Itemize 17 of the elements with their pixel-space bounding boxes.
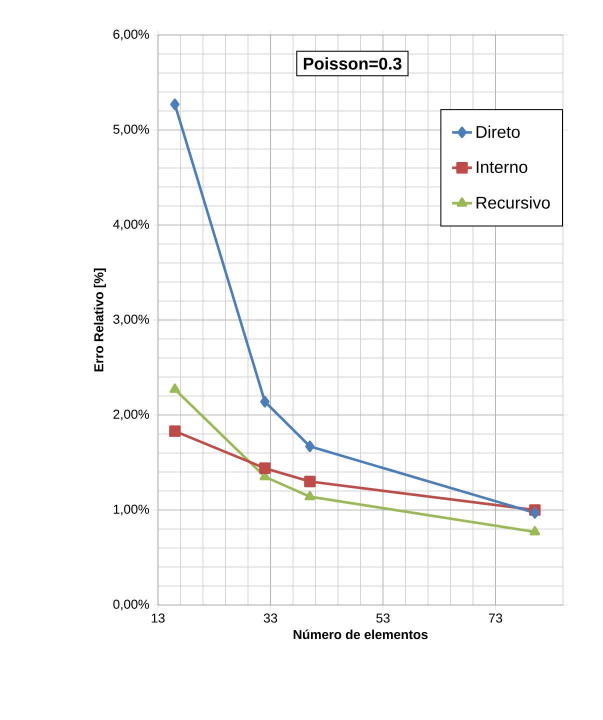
x-tick-label: 73 — [488, 613, 502, 623]
x-axis-title: Número de elementos — [294, 630, 428, 640]
y-axis-title: Erro Relativo [%] — [94, 268, 106, 372]
y-tick-label: 1,00% — [114, 504, 150, 516]
y-tick-label: 4,00% — [113, 220, 150, 230]
x-tick-label: 13 — [152, 613, 165, 623]
y-tick-label: 0,00% — [113, 600, 150, 610]
annotation: Poisson=0.3 — [304, 57, 402, 70]
legend-label: Direto — [476, 126, 520, 138]
x-tick-label: 33 — [264, 613, 278, 623]
legend-label: Recursivo — [476, 196, 550, 209]
y-tick-label: 5,00% — [113, 124, 150, 136]
x-tick-label: 53 — [376, 613, 390, 623]
y-tick-label: 2,00% — [113, 410, 150, 420]
y-tick-label: 3,00% — [113, 314, 150, 326]
legend-label: Interno — [476, 161, 528, 174]
y-tick-label: 6,00% — [113, 30, 150, 40]
